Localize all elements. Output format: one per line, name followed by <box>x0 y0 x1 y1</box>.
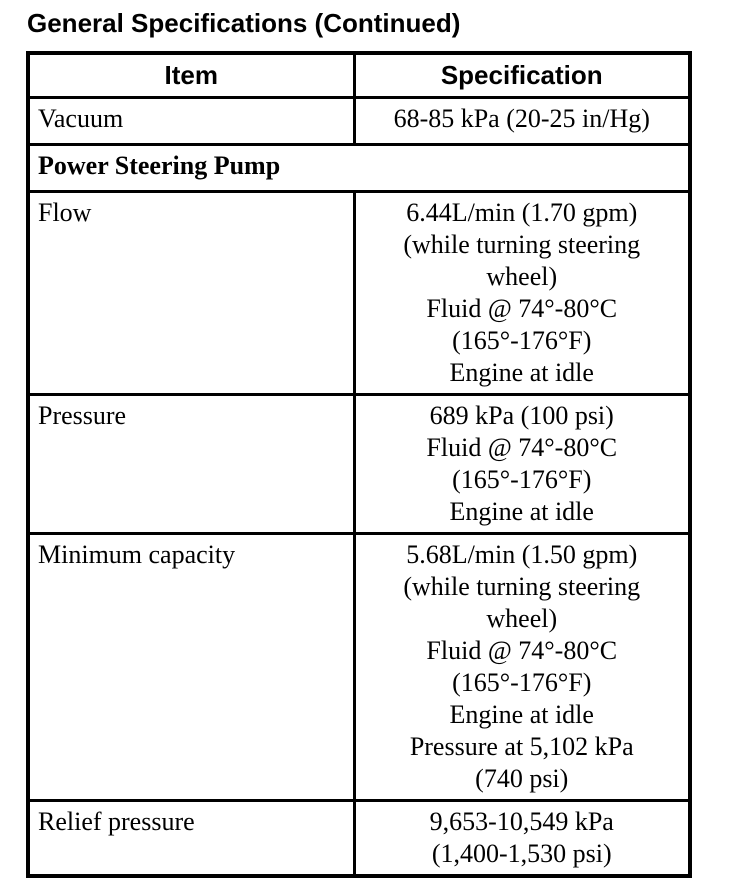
table-row: Flow 6.44L/min (1.70 gpm) (while turning… <box>26 190 692 396</box>
table-row: Minimum capacity 5.68L/min (1.50 gpm) (w… <box>26 532 692 802</box>
spec-cell: 9,653-10,549 kPa (1,400-1,530 psi) <box>352 799 692 878</box>
table-row: Vacuum 68-85 kPa (20-25 in/Hg) <box>26 96 692 146</box>
item-cell: Flow <box>26 190 356 396</box>
item-cell: Minimum capacity <box>26 532 356 802</box>
spec-cell: 68-85 kPa (20-25 in/Hg) <box>352 96 692 146</box>
item-cell: Relief pressure <box>26 799 356 878</box>
table-header-specification: Specification <box>352 51 692 99</box>
page-title: General Specifications (Continued) <box>27 8 461 38</box>
spec-cell: 6.44L/min (1.70 gpm) (while turning stee… <box>352 190 692 396</box>
spec-cell: 689 kPa (100 psi) Fluid @ 74°-80°C (165°… <box>352 393 692 535</box>
specifications-table: Item Specification Vacuum 68-85 kPa (20-… <box>26 51 692 878</box>
section-title-cell: Power Steering Pump <box>26 143 692 193</box>
item-cell: Vacuum <box>26 96 356 146</box>
table-row: Pressure 689 kPa (100 psi) Fluid @ 74°-8… <box>26 393 692 535</box>
table-row: Relief pressure 9,653-10,549 kPa (1,400-… <box>26 799 692 878</box>
section-row: Power Steering Pump <box>26 143 692 193</box>
spec-cell: 5.68L/min (1.50 gpm) (while turning stee… <box>352 532 692 802</box>
table-header-row: Item Specification <box>26 51 692 99</box>
item-cell: Pressure <box>26 393 356 535</box>
table-header-item: Item <box>26 51 356 99</box>
